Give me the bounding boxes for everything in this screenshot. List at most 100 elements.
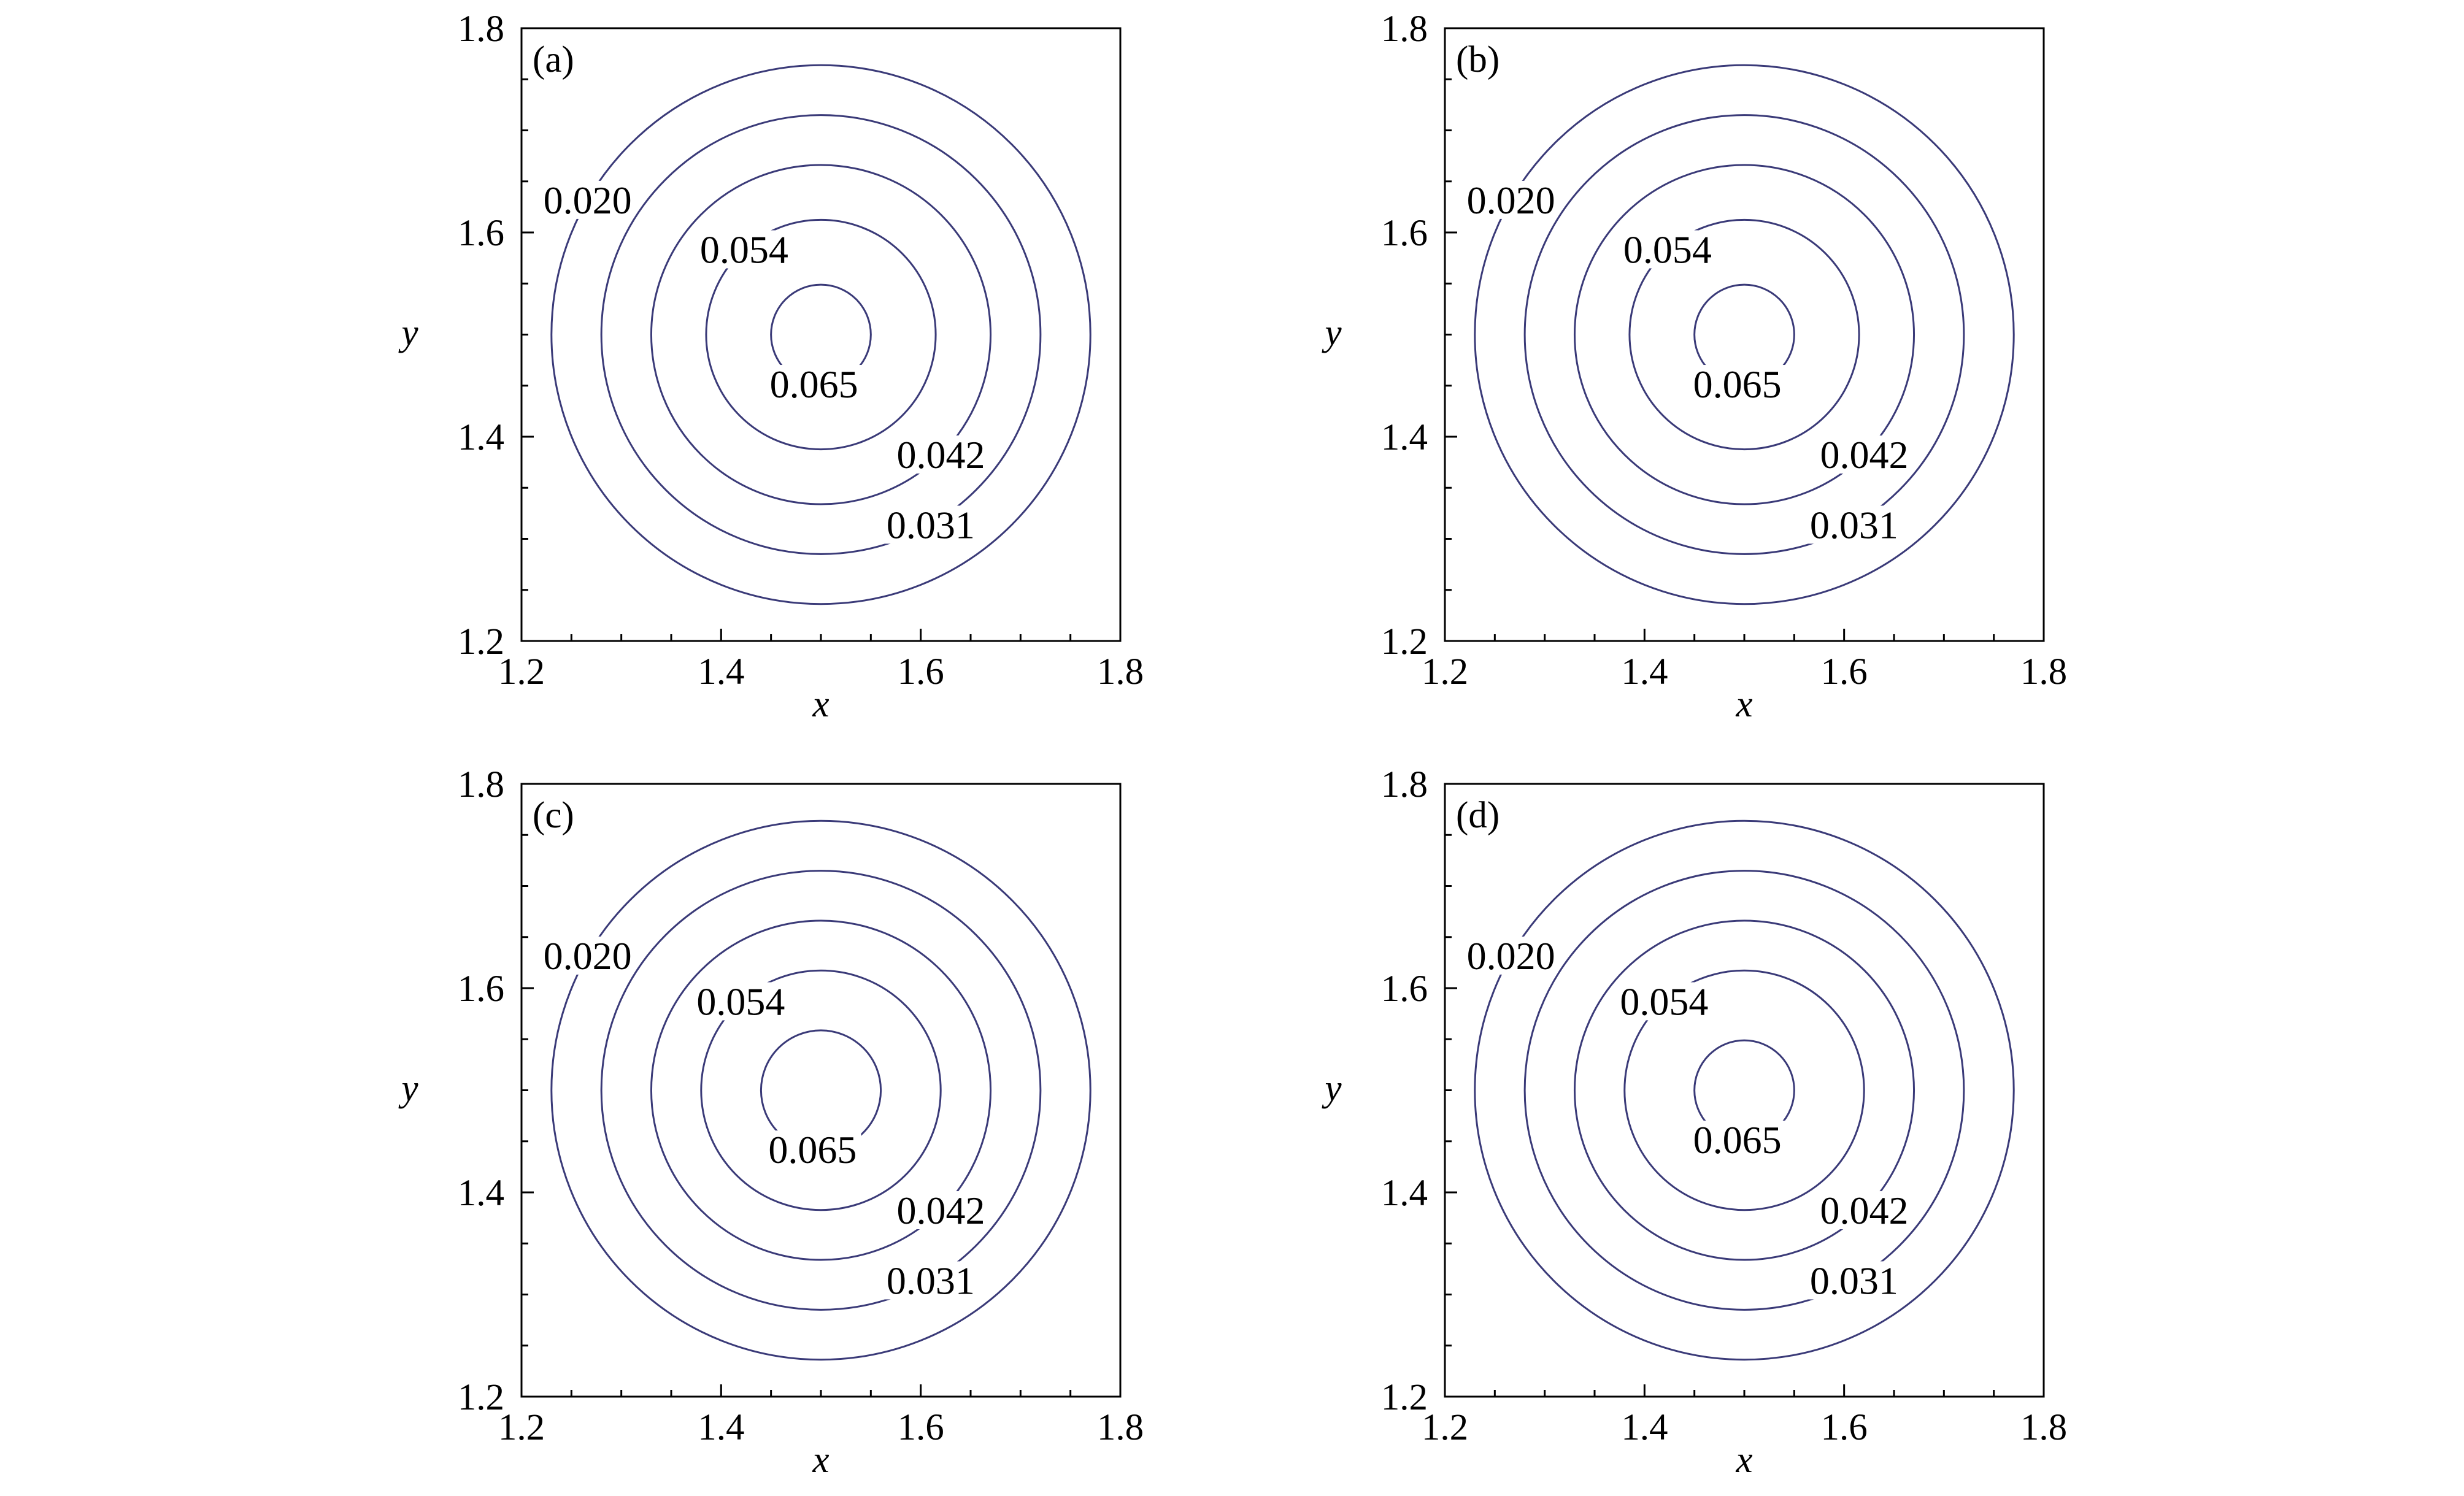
x-tick-label: 1.2 bbox=[1422, 1407, 1468, 1448]
y-axis-title: y bbox=[398, 313, 418, 354]
x-tick-label: 1.6 bbox=[898, 1407, 944, 1448]
contour-0.054 bbox=[1623, 969, 1865, 1211]
contour-label: 0.042 bbox=[1820, 433, 1909, 477]
x-tick-label: 1.8 bbox=[2020, 1407, 2067, 1448]
contour-label-background bbox=[1815, 435, 1913, 474]
panel-label: (a) bbox=[533, 39, 574, 80]
contour-0.042 bbox=[650, 919, 992, 1261]
contour-0.054 bbox=[705, 218, 937, 451]
x-tick-label: 1.2 bbox=[1422, 651, 1468, 692]
contour-label: 0.042 bbox=[897, 433, 985, 477]
contour-label-background bbox=[1815, 1191, 1913, 1230]
contour-label-background bbox=[1462, 936, 1560, 975]
contour-label: 0.065 bbox=[1693, 1118, 1782, 1162]
contour-0.031 bbox=[1523, 870, 1965, 1311]
x-axis-title: x bbox=[812, 684, 829, 725]
x-tick-label: 1.6 bbox=[898, 651, 944, 692]
contour-label-background bbox=[692, 982, 790, 1021]
contour-0.054 bbox=[1628, 218, 1860, 451]
contour-0.020 bbox=[550, 64, 1091, 605]
contour-label-background bbox=[1615, 982, 1713, 1021]
x-tick-label: 1.4 bbox=[1621, 651, 1668, 692]
contour-label: 0.054 bbox=[1620, 980, 1708, 1023]
y-tick-label: 1.8 bbox=[1381, 9, 1428, 50]
panel-label: (c) bbox=[533, 795, 574, 836]
x-tick-label: 1.8 bbox=[1097, 1407, 1144, 1448]
contour-0.020 bbox=[550, 819, 1091, 1361]
plot-frame bbox=[1444, 27, 2045, 642]
contour-0.042 bbox=[1573, 919, 1915, 1261]
contour-label: 0.020 bbox=[1467, 934, 1555, 978]
panel-b: 1.2 1.4 1.6 1.8 1.2 1.4 1.6 1.8 x y (b) 0.020 0.031 0… bbox=[1321, 9, 2067, 725]
contour-0.054 bbox=[700, 969, 942, 1211]
x-tick-label: 1.8 bbox=[1097, 651, 1144, 692]
x-axis-title: x bbox=[812, 1440, 829, 1481]
contour-label: 0.031 bbox=[887, 1259, 975, 1302]
contour-label: 0.020 bbox=[544, 178, 632, 222]
y-tick-label: 1.2 bbox=[458, 1377, 504, 1418]
contour-0.020 bbox=[1474, 64, 2015, 605]
y-tick-label: 1.4 bbox=[458, 1173, 504, 1214]
contour-label: 0.020 bbox=[544, 934, 632, 978]
contour-label-background bbox=[1462, 180, 1560, 219]
y-tick-label: 1.6 bbox=[458, 969, 504, 1010]
contour-label-background bbox=[764, 1130, 861, 1169]
contour-label-background bbox=[765, 365, 863, 404]
contour-label: 0.042 bbox=[1820, 1189, 1909, 1232]
x-tick-label: 1.8 bbox=[2020, 651, 2067, 692]
contour-label: 0.065 bbox=[770, 362, 858, 406]
contour-label-background bbox=[695, 230, 793, 269]
y-tick-label: 1.8 bbox=[1381, 764, 1428, 805]
contour-label-background bbox=[539, 936, 636, 975]
contour-label: 0.042 bbox=[897, 1189, 985, 1232]
x-tick-label: 1.6 bbox=[1821, 651, 1868, 692]
contour-label-background bbox=[892, 435, 990, 474]
plot-frame bbox=[520, 783, 1122, 1398]
contour-label-background bbox=[892, 1191, 990, 1230]
contour-label-background bbox=[1688, 1121, 1786, 1159]
x-tick-label: 1.4 bbox=[698, 1407, 744, 1448]
contour-label-background bbox=[882, 505, 979, 544]
y-tick-label: 1.4 bbox=[1381, 1173, 1428, 1214]
contour-0.031 bbox=[600, 870, 1042, 1311]
plot-frame bbox=[520, 27, 1122, 642]
contour-label: 0.054 bbox=[1623, 228, 1712, 271]
contour-label: 0.054 bbox=[700, 228, 788, 271]
panel-c: 1.2 1.4 1.6 1.8 1.2 1.4 1.6 1.8 x y (c) 0.020 0.031 0… bbox=[398, 764, 1144, 1481]
y-axis-title: y bbox=[1321, 313, 1342, 354]
y-tick-label: 1.4 bbox=[458, 417, 504, 458]
panel-d: 1.2 1.4 1.6 1.8 1.2 1.4 1.6 1.8 x y (d) 0.020 0.031 0… bbox=[1321, 764, 2067, 1481]
y-tick-label: 1.8 bbox=[458, 9, 504, 50]
contour-label-background bbox=[1688, 365, 1786, 404]
contour-0.031 bbox=[600, 114, 1042, 555]
x-tick-label: 1.2 bbox=[498, 651, 545, 692]
contour-label-background bbox=[1619, 230, 1716, 269]
contour-label: 0.031 bbox=[1810, 503, 1898, 547]
contour-0.031 bbox=[1523, 114, 1965, 555]
y-tick-label: 1.6 bbox=[1381, 969, 1428, 1010]
contour-label-background bbox=[1805, 505, 1903, 544]
x-tick-label: 1.4 bbox=[698, 651, 744, 692]
contour-label: 0.031 bbox=[887, 503, 975, 547]
contour-label: 0.054 bbox=[696, 980, 785, 1023]
x-axis-title: x bbox=[1735, 684, 1752, 725]
contour-label-background bbox=[1805, 1261, 1903, 1300]
y-tick-label: 1.2 bbox=[1381, 621, 1428, 662]
plot-frame bbox=[1444, 783, 2045, 1398]
y-tick-label: 1.8 bbox=[458, 764, 504, 805]
panel-a: 1.2 1.4 1.6 1.8 1.2 1.4 1.6 1.8 x y (a) 0.020 0.031 0… bbox=[398, 9, 1144, 725]
y-axis-title: y bbox=[1321, 1068, 1342, 1110]
y-tick-label: 1.4 bbox=[1381, 417, 1428, 458]
contour-label: 0.020 bbox=[1467, 178, 1555, 222]
panel-label: (d) bbox=[1456, 795, 1500, 836]
contour-label-background bbox=[882, 1261, 979, 1300]
contour-0.042 bbox=[1573, 164, 1915, 505]
contour-label: 0.065 bbox=[768, 1128, 857, 1172]
contour-label: 0.065 bbox=[1693, 362, 1782, 406]
y-tick-label: 1.2 bbox=[458, 621, 504, 662]
contour-0.020 bbox=[1474, 819, 2015, 1361]
x-axis-title: x bbox=[1735, 1440, 1752, 1481]
contour-label-background bbox=[539, 180, 636, 219]
y-tick-label: 1.2 bbox=[1381, 1377, 1428, 1418]
